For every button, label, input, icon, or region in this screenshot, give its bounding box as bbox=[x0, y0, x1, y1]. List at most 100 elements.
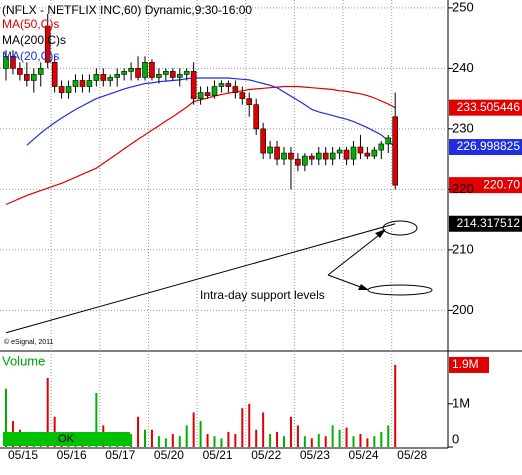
y-tick-label: 210 bbox=[452, 241, 474, 256]
candle-body bbox=[107, 77, 114, 81]
candle-body bbox=[274, 146, 280, 160]
legend-entry: MA(50,C)s bbox=[2, 17, 59, 31]
volume-bar bbox=[324, 436, 327, 447]
volume-bar bbox=[220, 438, 223, 447]
volume-bar bbox=[373, 436, 376, 447]
volume-bar bbox=[296, 425, 299, 447]
volume-bar bbox=[227, 431, 230, 447]
candle-body bbox=[225, 83, 232, 87]
volume-bar bbox=[283, 436, 285, 447]
candle-body bbox=[392, 116, 399, 186]
x-tick-label: 05/15 bbox=[8, 448, 38, 462]
candle-body bbox=[135, 68, 141, 78]
chart-title: (NFLX - NETFLIX INC,60) Dynamic,9:30-16:… bbox=[2, 3, 252, 17]
candle-body bbox=[17, 68, 23, 75]
candle-body bbox=[197, 92, 204, 99]
ma-line bbox=[26, 77, 396, 148]
candle-body bbox=[267, 146, 273, 154]
volume-bar bbox=[269, 434, 272, 447]
marks: 233.505446 226.998825 220.70 214.317512 1.9M bbox=[3, 13, 522, 447]
volume-bar bbox=[46, 377, 49, 447]
candle-body bbox=[308, 155, 315, 160]
volume-bar bbox=[248, 403, 251, 447]
candle-body bbox=[163, 71, 169, 75]
value-box-label: 226.998825 bbox=[457, 139, 521, 153]
candle-body bbox=[371, 149, 378, 157]
trendline bbox=[5, 223, 396, 334]
volume-bar bbox=[53, 416, 56, 447]
candle-body bbox=[288, 152, 294, 160]
y-tick-label: 0 bbox=[452, 431, 459, 446]
candle-body bbox=[253, 104, 259, 130]
x-tick-label: 05/22 bbox=[251, 448, 281, 462]
volume-bar bbox=[262, 412, 265, 447]
volume-bar bbox=[95, 393, 98, 447]
volume-bar bbox=[234, 434, 237, 447]
candle-body bbox=[24, 74, 30, 81]
candle-body bbox=[183, 71, 190, 75]
candle-body bbox=[58, 86, 65, 93]
legend-entry: MA(200,C)s bbox=[2, 33, 66, 47]
x-tick-label: 05/28 bbox=[397, 448, 427, 462]
volume-bar bbox=[310, 438, 313, 447]
candle-body bbox=[114, 74, 120, 78]
volume-bar bbox=[366, 438, 369, 447]
volume-bar bbox=[5, 388, 7, 447]
candle-body bbox=[281, 152, 287, 160]
y-tick-label: 200 bbox=[452, 302, 474, 317]
candle-body bbox=[350, 146, 357, 160]
candle-body bbox=[93, 74, 100, 81]
candle-body bbox=[302, 155, 308, 166]
copyright: © eSignal, 2011 bbox=[4, 338, 54, 346]
volume-bar bbox=[199, 421, 202, 447]
y-tick-label: 230 bbox=[452, 120, 474, 135]
legend-entry: MA(20,C)s bbox=[2, 49, 59, 63]
candle-body bbox=[10, 55, 16, 69]
status-text: OK bbox=[58, 433, 75, 445]
value-box bbox=[449, 215, 522, 232]
x-tick-label: 05/16 bbox=[57, 448, 87, 462]
annotation: Intra-day support levels bbox=[200, 288, 325, 302]
candle-body bbox=[322, 152, 329, 160]
candle-body bbox=[218, 83, 225, 87]
candle-body bbox=[37, 68, 44, 75]
volume-bar bbox=[359, 434, 362, 447]
volume-bar bbox=[394, 364, 397, 447]
volume-bar bbox=[345, 427, 348, 447]
value-box bbox=[449, 356, 489, 373]
volume-bar bbox=[171, 434, 174, 447]
volume-bar bbox=[331, 425, 334, 447]
candle-body bbox=[336, 149, 343, 154]
volume-bar bbox=[137, 416, 140, 447]
volume-bar bbox=[213, 436, 216, 447]
candle-body bbox=[170, 71, 176, 78]
x-tick-label: 05/17 bbox=[105, 448, 135, 462]
candle-body bbox=[3, 55, 9, 69]
status-box bbox=[3, 432, 130, 446]
candle-body bbox=[128, 68, 134, 72]
candle-body bbox=[204, 92, 211, 96]
candle-body bbox=[211, 86, 218, 96]
value-box-label: 220.70 bbox=[483, 177, 520, 191]
volume-bar bbox=[192, 412, 195, 447]
volume-bar bbox=[338, 429, 341, 447]
y-tick-label: 220 bbox=[452, 181, 474, 196]
volume-bar bbox=[289, 416, 292, 447]
candle-body bbox=[315, 152, 322, 160]
volume-bar bbox=[303, 436, 306, 447]
candle-body bbox=[260, 128, 266, 154]
volume-bar bbox=[387, 425, 390, 447]
candle-body bbox=[357, 146, 364, 154]
candle-body bbox=[72, 80, 79, 87]
x-tick-label: 05/24 bbox=[349, 448, 379, 462]
y-tick-label: 240 bbox=[452, 60, 474, 75]
volume-bar bbox=[144, 429, 146, 447]
value-box-label: 1.9M bbox=[452, 357, 479, 371]
candle-body bbox=[100, 74, 107, 81]
volume-bar bbox=[206, 434, 209, 447]
volume-bar bbox=[185, 425, 188, 447]
value-box-label: 233.505446 bbox=[457, 100, 521, 114]
volume-bar bbox=[317, 434, 320, 447]
